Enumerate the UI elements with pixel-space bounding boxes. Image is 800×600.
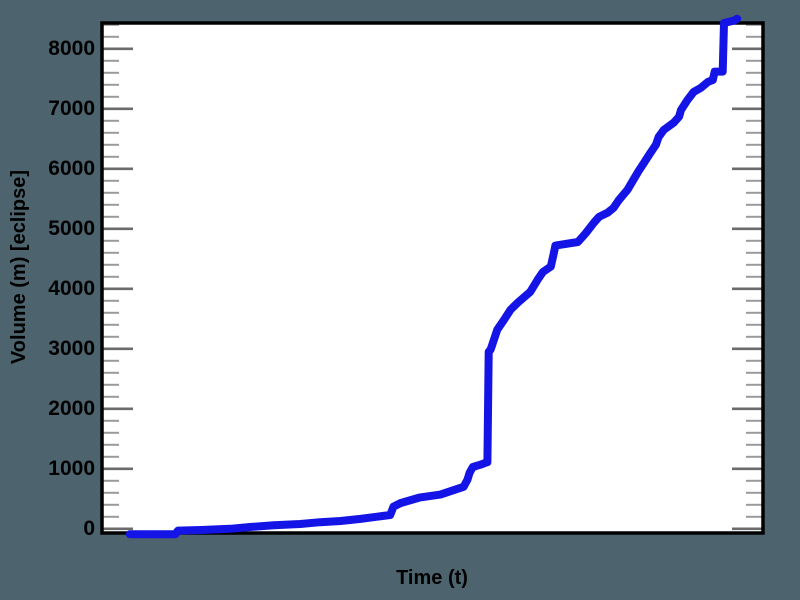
y-tick-label: 4000 [48, 276, 95, 300]
y-tick-label: 6000 [48, 156, 95, 180]
x-axis-label: Time (t) [396, 567, 468, 589]
y-tick-label: 7000 [48, 96, 95, 120]
y-tick-label: 2000 [48, 396, 95, 420]
y-tick-label: 5000 [48, 216, 95, 240]
plot-area [102, 23, 763, 533]
y-tick-label: 8000 [48, 36, 95, 60]
volume-series-line [125, 14, 742, 539]
y-tick-label: 1000 [48, 456, 95, 480]
y-tick-label: 0 [83, 516, 95, 540]
axes-frame [100, 21, 765, 535]
y-tick-label: 3000 [48, 336, 95, 360]
